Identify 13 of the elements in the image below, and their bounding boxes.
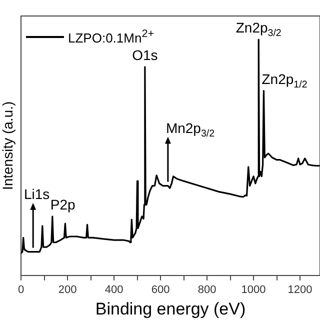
x-tick-label: 800 xyxy=(198,284,216,296)
annotation: Li1s xyxy=(24,186,50,202)
x-axis-title: Binding energy (eV) xyxy=(95,299,246,318)
annotation: O1s xyxy=(132,46,158,63)
x-tick-label: 1000 xyxy=(241,284,266,296)
x-tick-label: 600 xyxy=(151,284,170,296)
x-tick-label: 1200 xyxy=(288,284,312,296)
y-axis-title: Intensity (a.u.) xyxy=(0,101,16,190)
legend-label: LZPO:0.1Mn$^{2+}$ xyxy=(68,28,154,46)
x-tick-label: 200 xyxy=(58,284,77,296)
annotation: P2p xyxy=(50,196,76,212)
x-tick-label: 0 xyxy=(18,284,24,296)
x-tick-label: 400 xyxy=(104,284,124,296)
